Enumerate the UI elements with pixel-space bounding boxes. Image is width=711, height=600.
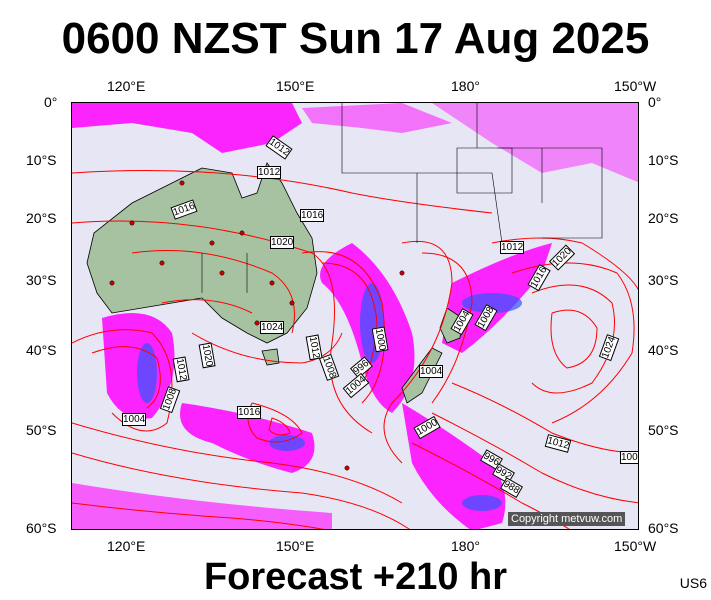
station-dot <box>109 280 115 286</box>
top-lon-label: 180° <box>451 78 480 94</box>
bottom-lon-label: 150°E <box>276 538 315 554</box>
isobar-label: 1016 <box>237 406 262 419</box>
precip-band-tropics <box>72 103 302 153</box>
copyright-badge: Copyright metvuw.com <box>508 512 626 526</box>
right-lat-label: 60°S <box>648 520 679 536</box>
station-dot <box>344 465 350 471</box>
tasmania-land <box>261 348 280 366</box>
bottom-lon-label: 180° <box>451 538 480 554</box>
station-dot <box>239 230 245 236</box>
isobar-label: 1004 <box>419 365 444 378</box>
map-canvas <box>72 103 638 529</box>
isobar-layer <box>72 170 638 529</box>
right-lat-label: 50°S <box>648 422 679 438</box>
precip-east-streaks <box>432 103 638 183</box>
station-dot <box>219 270 225 276</box>
bottom-lon-label: 120°E <box>107 538 146 554</box>
right-lat-label: 0° <box>648 94 662 110</box>
isobar-label: 1024 <box>260 321 285 334</box>
precip-band-north <box>302 103 452 133</box>
isobar-label: 1020 <box>270 236 295 249</box>
right-lat-label: 40°S <box>648 342 679 358</box>
weather-map: 1012 1012 1016 1016 1020 1012 1020 1016 … <box>71 102 639 530</box>
precip-core-nz <box>462 293 522 313</box>
precip-core-south <box>269 435 305 451</box>
region-code: US6 <box>679 575 707 591</box>
top-lon-label: 150°E <box>276 78 315 94</box>
isobar-label: 1012 <box>500 241 525 254</box>
top-lon-label: 150°W <box>614 78 657 94</box>
left-lat-label: 50°S <box>26 422 57 438</box>
isobar-label: 1004 <box>122 413 147 426</box>
station-dot <box>209 240 215 246</box>
left-lat-label: 60°S <box>26 520 57 536</box>
left-lat-label: 20°S <box>26 210 57 226</box>
precip-core-southeast <box>462 495 502 511</box>
station-dot <box>399 270 405 276</box>
station-dot <box>179 180 185 186</box>
left-lat-label: 10°S <box>26 152 57 168</box>
right-lat-label: 20°S <box>648 210 679 226</box>
right-lat-label: 30°S <box>648 272 679 288</box>
top-lon-label: 120°E <box>107 78 146 94</box>
left-lat-label: 30°S <box>26 272 57 288</box>
station-dot <box>289 300 295 306</box>
precip-core-west <box>137 343 157 403</box>
bottom-lon-label: 150°W <box>614 538 657 554</box>
map-title: 0600 NZST Sun 17 Aug 2025 <box>61 14 650 63</box>
isobar-label: 100 <box>620 451 638 464</box>
isobar-label: 1012 <box>257 166 282 179</box>
station-dot <box>159 260 165 266</box>
boundary-layer <box>201 103 603 293</box>
precip-south-belt <box>72 483 332 529</box>
isobar-label: 1016 <box>300 209 325 222</box>
forecast-hour-label: Forecast +210 hr <box>203 556 508 598</box>
precip-low-south <box>180 403 315 473</box>
right-lat-label: 10°S <box>648 152 679 168</box>
precipitation-layer <box>72 103 638 529</box>
left-lat-label: 0° <box>44 94 58 110</box>
left-lat-label: 40°S <box>26 342 57 358</box>
station-dot <box>129 220 135 226</box>
station-dot <box>269 280 275 286</box>
station-dots <box>109 180 405 471</box>
station-dot <box>254 320 260 326</box>
